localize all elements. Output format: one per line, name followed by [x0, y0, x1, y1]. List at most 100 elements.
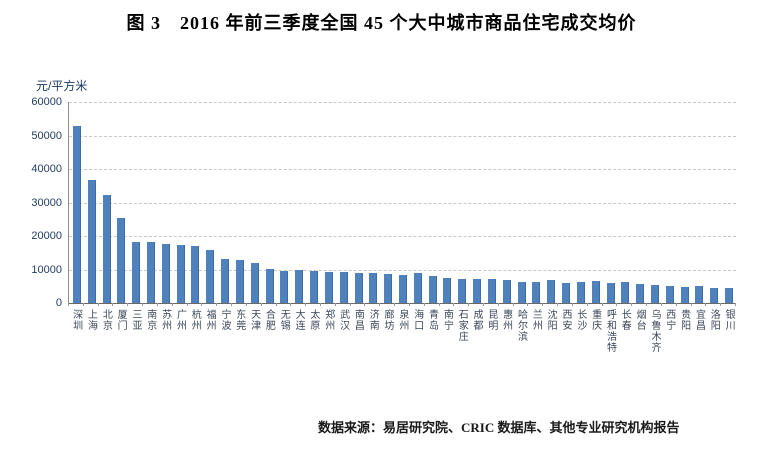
x-category-label: 海口	[411, 309, 423, 331]
x-tick-mark	[690, 303, 692, 306]
x-category-label: 三亚	[129, 309, 141, 331]
chart-title: 图 3 2016 年前三季度全国 45 个大中城市商品住宅成交均价	[126, 13, 637, 33]
bar	[502, 280, 511, 303]
x-category-label: 天津	[248, 309, 260, 331]
bar	[665, 285, 674, 303]
x-label-slot: 合肥	[261, 309, 276, 353]
x-label-slot: 三亚	[127, 309, 142, 353]
bar	[295, 269, 304, 303]
x-tick-mark	[601, 303, 603, 306]
data-source-note: 数据来源：易居研究院、CRIC 数据库、其他专业研究机构报告	[318, 420, 680, 435]
x-tick-mark	[438, 303, 440, 306]
x-category-label: 石家庄	[456, 309, 468, 342]
x-category-label: 郑州	[322, 309, 334, 331]
x-label-slot: 乌鲁木齐	[646, 309, 661, 353]
bar	[591, 280, 600, 303]
x-category-label: 南京	[144, 309, 156, 331]
x-label-slot: 呼和浩特	[602, 309, 617, 353]
x-tick-mark	[557, 303, 559, 306]
bar	[428, 275, 437, 303]
x-tick-mark	[319, 303, 321, 306]
x-category-label: 重庆	[589, 309, 601, 331]
x-category-label: 北京	[100, 309, 112, 331]
x-label-slot: 苏州	[157, 309, 172, 353]
x-category-label: 贵阳	[678, 309, 690, 331]
bar	[117, 218, 126, 303]
x-tick-mark	[142, 303, 144, 306]
bar	[547, 279, 556, 303]
x-category-label: 无锡	[278, 309, 290, 331]
x-tick-mark	[245, 303, 247, 306]
x-label-slot: 银川	[720, 309, 735, 353]
x-category-label: 济南	[367, 309, 379, 331]
x-category-label: 合肥	[263, 309, 275, 331]
x-label-slot: 宁波	[216, 309, 231, 353]
x-tick-mark	[571, 303, 573, 306]
x-tick-mark	[112, 303, 114, 306]
x-tick-mark	[660, 303, 662, 306]
x-label-slot: 武汉	[335, 309, 350, 353]
x-tick-mark	[423, 303, 425, 306]
x-label-slot: 南宁	[439, 309, 454, 353]
x-label-slot: 天津	[246, 309, 261, 353]
gridline	[69, 202, 736, 204]
x-tick-mark	[646, 303, 648, 306]
x-tick-mark	[171, 303, 173, 306]
gridline	[69, 236, 736, 237]
x-label-slot: 杭州	[187, 309, 202, 353]
x-label-slot: 惠州	[498, 309, 513, 353]
gridline	[69, 135, 736, 137]
x-category-label: 西安	[559, 309, 571, 331]
gridline	[69, 269, 736, 271]
bar	[443, 278, 452, 303]
bar	[310, 271, 319, 303]
y-tick-label: 0	[55, 297, 62, 309]
x-tick-mark	[275, 303, 277, 306]
bar	[532, 281, 541, 303]
x-category-label: 哈尔滨	[515, 309, 527, 342]
x-label-slot: 西宁	[661, 309, 676, 353]
x-tick-mark	[68, 303, 69, 306]
bar	[725, 288, 734, 303]
bar	[132, 242, 141, 303]
x-tick-mark	[705, 303, 707, 306]
x-tick-mark	[631, 303, 633, 306]
bar	[621, 282, 630, 303]
x-category-label: 东莞	[233, 309, 245, 331]
x-category-label: 南宁	[441, 309, 453, 331]
x-category-label: 福州	[204, 309, 216, 331]
x-category-label: 厦门	[115, 309, 127, 331]
x-tick-mark	[97, 303, 99, 306]
x-category-label: 长沙	[574, 309, 586, 331]
x-tick-mark	[186, 303, 188, 306]
x-tick-mark	[497, 303, 499, 306]
bar	[265, 269, 274, 303]
x-tick-mark	[127, 303, 129, 306]
x-category-label: 宁波	[218, 309, 230, 331]
x-label-slot: 成都	[468, 309, 483, 353]
x-label-slot: 哈尔滨	[513, 309, 528, 353]
x-category-label: 苏州	[159, 309, 171, 331]
bar	[576, 281, 585, 303]
bar	[235, 259, 244, 303]
x-tick-mark	[527, 303, 529, 306]
x-category-label: 昆明	[485, 309, 497, 331]
x-tick-mark	[290, 303, 292, 306]
plot-area	[68, 102, 736, 304]
x-label-slot: 北京	[98, 309, 113, 353]
x-category-label: 太原	[307, 309, 319, 331]
x-label-slot: 烟台	[631, 309, 646, 353]
x-tick-mark	[616, 303, 618, 306]
x-label-slot: 南昌	[350, 309, 365, 353]
x-label-slot: 西安	[557, 309, 572, 353]
bar	[339, 272, 348, 303]
x-label-slot: 南京	[142, 309, 157, 353]
x-label-slot: 青岛	[424, 309, 439, 353]
x-tick-mark	[394, 303, 396, 306]
x-label-slot: 无锡	[276, 309, 291, 353]
x-label-slot: 昆明	[483, 309, 498, 353]
bar	[680, 286, 689, 303]
x-category-label: 洛阳	[708, 309, 720, 331]
x-label-slot: 太原	[305, 309, 320, 353]
